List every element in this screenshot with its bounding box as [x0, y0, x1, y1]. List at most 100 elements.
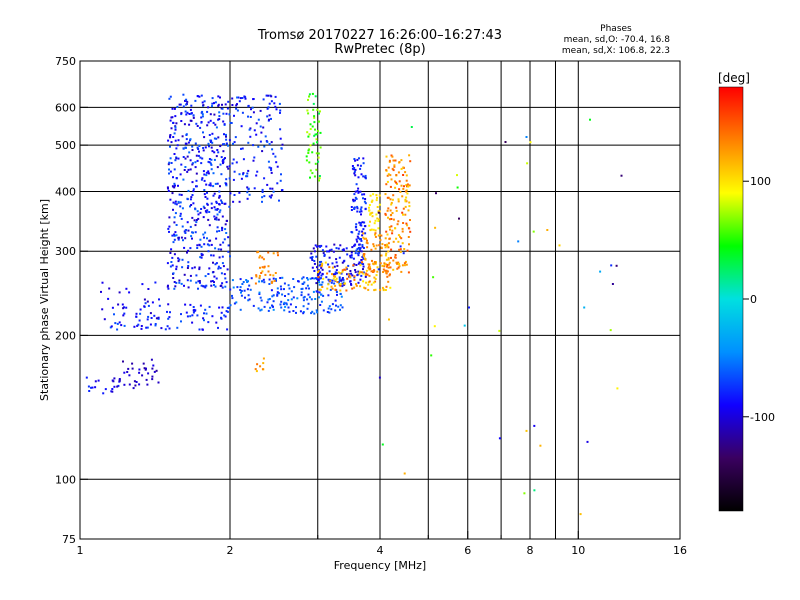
data-point [324, 261, 327, 264]
data-point [372, 243, 375, 246]
data-point [362, 236, 365, 239]
data-point [279, 277, 282, 279]
data-point [362, 271, 365, 274]
data-point [209, 162, 212, 165]
data-point [270, 169, 273, 172]
data-point [218, 118, 221, 121]
grid [80, 61, 680, 539]
data-point [341, 270, 344, 273]
data-point [180, 112, 183, 115]
data-point [369, 267, 372, 270]
data-point [173, 107, 176, 110]
data-point [194, 99, 197, 102]
data-point [433, 325, 436, 328]
data-point [352, 200, 355, 203]
data-point [177, 236, 180, 239]
data-point [147, 288, 150, 290]
data-point [151, 375, 154, 378]
data-point [112, 380, 115, 383]
data-point [310, 298, 313, 301]
data-point [187, 141, 190, 144]
data-point [213, 158, 216, 161]
data-point [90, 386, 92, 389]
data-point [210, 243, 213, 246]
data-point [189, 139, 191, 142]
data-point [217, 104, 220, 107]
data-point [182, 105, 185, 108]
data-point [191, 181, 194, 184]
data-point [207, 170, 210, 173]
data-point [235, 161, 238, 164]
data-point [281, 143, 284, 146]
data-point [271, 187, 274, 190]
data-point [221, 255, 224, 258]
data-point [195, 154, 198, 157]
data-point [189, 247, 192, 250]
data-point [183, 273, 186, 276]
data-point [321, 268, 324, 271]
data-point [364, 225, 367, 228]
data-point [116, 328, 119, 331]
data-point [386, 174, 389, 177]
data-point [319, 304, 322, 306]
data-point [225, 310, 228, 313]
data-point [173, 216, 176, 219]
data-point [179, 205, 182, 208]
data-point [350, 283, 352, 285]
data-point [382, 268, 385, 271]
data-point [216, 166, 219, 169]
data-point [168, 216, 171, 219]
data-point [360, 271, 363, 274]
data-point [367, 283, 370, 286]
data-point [103, 318, 106, 321]
data-point [276, 287, 279, 290]
data-point [319, 146, 322, 149]
data-point [174, 285, 177, 288]
data-point [220, 199, 223, 202]
data-point [261, 188, 264, 191]
data-point [308, 133, 311, 136]
data-point [378, 194, 381, 197]
data-point [215, 321, 218, 324]
data-point [152, 364, 155, 367]
data-point [202, 233, 205, 236]
data-point [317, 276, 320, 278]
data-point [316, 274, 319, 277]
data-point [224, 315, 227, 318]
data-point [289, 303, 292, 306]
data-point [359, 222, 362, 224]
data-point [189, 198, 192, 201]
data-point [201, 328, 204, 331]
data-point [341, 285, 344, 288]
data-point [270, 171, 273, 174]
data-point [385, 269, 388, 272]
data-point [316, 266, 318, 269]
data-point [257, 118, 260, 121]
data-point [314, 133, 317, 136]
data-point [308, 93, 311, 96]
data-point [253, 187, 256, 190]
data-point [236, 109, 239, 112]
data-point [202, 317, 205, 320]
data-point [180, 120, 183, 122]
data-point [372, 262, 375, 265]
data-point [375, 199, 378, 202]
x-tick-label: 16 [673, 544, 687, 557]
data-point [244, 296, 246, 299]
data-point [402, 207, 405, 210]
data-point [250, 277, 253, 280]
data-point [252, 159, 255, 162]
data-point [361, 234, 364, 237]
data-point [166, 325, 169, 328]
data-point [384, 254, 387, 257]
data-point [97, 379, 100, 382]
data-point [254, 368, 257, 371]
data-point [214, 218, 217, 221]
data-point [218, 306, 221, 309]
data-point [201, 110, 204, 113]
data-point [309, 169, 312, 172]
data-point [397, 200, 400, 203]
data-point [404, 260, 407, 263]
data-point [233, 302, 236, 305]
data-point [213, 284, 215, 286]
